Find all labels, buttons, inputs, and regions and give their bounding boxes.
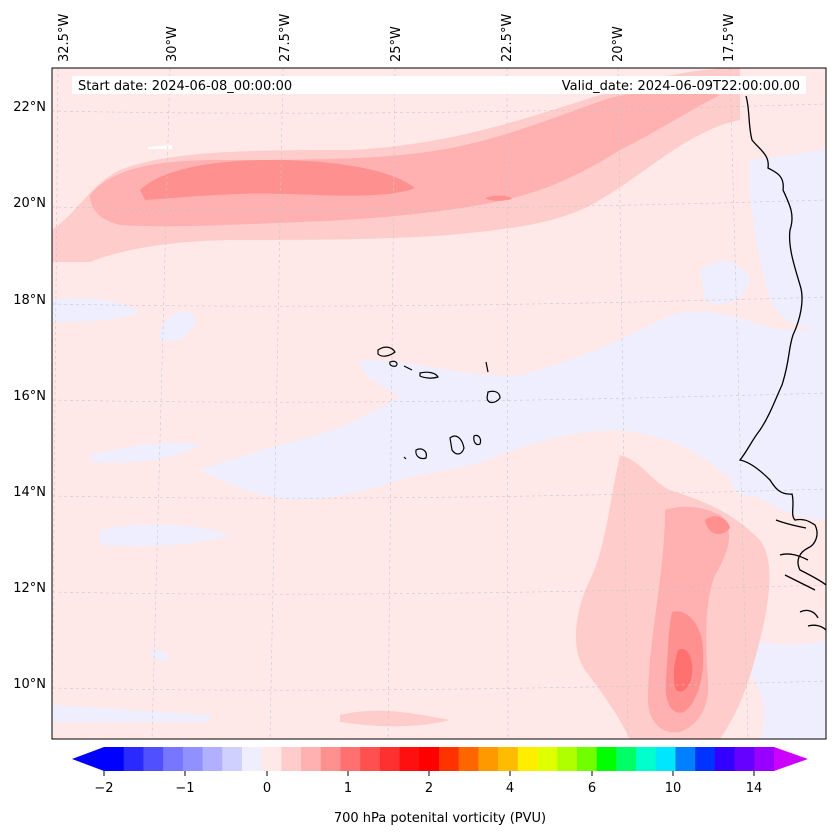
colorbar-tick-label: 14 xyxy=(746,781,763,796)
lat-label: 22°N xyxy=(13,100,46,115)
colorbar-cell xyxy=(439,747,460,771)
lat-label: 10°N xyxy=(13,677,46,692)
latitude-labels: 22°N 20°N 18°N 16°N 14°N 12°N 10°N xyxy=(13,100,46,692)
colorbar-tick-label: −2 xyxy=(94,781,113,796)
colorbar-cell xyxy=(222,747,243,771)
south-patch-pink xyxy=(340,710,450,727)
lon-label: 17.5°W xyxy=(722,14,737,62)
colorbar-cell xyxy=(636,747,657,771)
colorbar-tick-label: 4 xyxy=(506,781,514,796)
lat-label: 16°N xyxy=(13,389,46,404)
graticule xyxy=(52,68,826,739)
colorbar-cell xyxy=(675,747,696,771)
colorbar-cell xyxy=(320,747,342,771)
valid-date-label: Valid_date: 2024-06-09T22:00:00.00 xyxy=(562,79,800,94)
colorbar-cell xyxy=(695,747,716,771)
lon-label: 22.5°W xyxy=(500,14,515,62)
colorbar-cell xyxy=(714,747,736,771)
islands xyxy=(377,346,501,460)
pv-field xyxy=(52,68,826,739)
colorbar-cell xyxy=(163,747,184,771)
colorbar-cell xyxy=(104,747,125,771)
colorbar-cell xyxy=(537,747,558,771)
lat-label: 14°N xyxy=(13,485,46,500)
colorbar-tick-label: 6 xyxy=(588,781,596,796)
colorbar-cell xyxy=(360,747,381,771)
colorbar-cell xyxy=(478,747,499,771)
colorbar-cells xyxy=(104,747,775,771)
lon-label: 30°W xyxy=(165,26,180,62)
colorbar-cell xyxy=(557,747,578,771)
colorbar-cell xyxy=(123,747,145,771)
lon-label: 32.5°W xyxy=(57,14,72,62)
colorbar-tick-label: 2 xyxy=(425,781,433,796)
vortex-north-core xyxy=(705,516,730,535)
colorbar-cell xyxy=(498,747,519,771)
colorbar-cell xyxy=(202,747,223,771)
colorbar-ticks xyxy=(103,771,755,776)
colorbar-cell xyxy=(734,747,755,771)
colorbar-tick-label: −1 xyxy=(175,781,194,796)
colorbar-cell xyxy=(458,747,480,771)
white-speck xyxy=(148,145,172,149)
vortex-core xyxy=(673,649,693,692)
lon-label: 20°W xyxy=(611,26,626,62)
jet-band-patch xyxy=(485,195,512,201)
colorbar-cell xyxy=(419,747,440,771)
colorbar-cell xyxy=(301,747,322,771)
lat-label: 12°N xyxy=(13,581,46,596)
colorbar-tick-label: 0 xyxy=(263,781,271,796)
colorbar: −2 −1 0 1 2 4 6 10 14 700 hPa potenital … xyxy=(72,747,808,826)
vortex-side-blob xyxy=(665,509,681,528)
colorbar-cell xyxy=(379,747,401,771)
colorbar-cell xyxy=(281,747,302,771)
colorbar-label: 700 hPa potenital vorticity (PVU) xyxy=(334,811,546,826)
colorbar-tick-labels: −2 −1 0 1 2 4 6 10 14 xyxy=(94,781,762,796)
lon-label: 27.5°W xyxy=(278,14,293,62)
colorbar-cell xyxy=(754,747,775,771)
colorbar-tick-label: 10 xyxy=(665,781,682,796)
colorbar-cell xyxy=(143,747,164,771)
start-date-label: Start date: 2024-06-08_00:00:00 xyxy=(78,79,292,94)
colorbar-cell xyxy=(616,747,637,771)
colorbar-cell xyxy=(399,747,420,771)
colorbar-cell xyxy=(596,747,617,771)
coastline xyxy=(738,95,826,631)
jet-band-core xyxy=(140,160,415,200)
colorbar-cell xyxy=(340,747,361,771)
lon-label: 25°W xyxy=(389,26,404,62)
colorbar-cell xyxy=(182,747,204,771)
colorbar-cell xyxy=(241,747,263,771)
colorbar-cell xyxy=(655,747,677,771)
lat-label: 20°N xyxy=(13,196,46,211)
colorbar-extend-high xyxy=(774,747,808,771)
colorbar-extend-low xyxy=(72,747,104,771)
colorbar-tick-label: 1 xyxy=(344,781,352,796)
map-frame xyxy=(51,67,827,740)
colorbar-cell xyxy=(576,747,598,771)
colorbar-cell xyxy=(261,747,282,771)
longitude-labels: 32.5°W 30°W 27.5°W 25°W 22.5°W 20°W 17.5… xyxy=(57,14,737,62)
negative-pv-regions xyxy=(52,150,826,739)
colorbar-cell xyxy=(517,747,539,771)
header-box xyxy=(72,76,806,94)
lat-label: 18°N xyxy=(13,293,46,308)
